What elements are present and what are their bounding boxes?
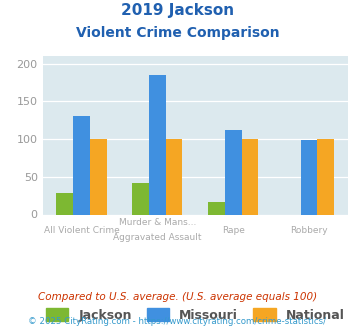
Bar [73, 116, 90, 214]
Text: 2019 Jackson: 2019 Jackson [121, 3, 234, 18]
Text: Murder & Mans...: Murder & Mans... [119, 218, 196, 227]
Text: Aggravated Assault: Aggravated Assault [113, 233, 202, 242]
Bar [132, 183, 149, 214]
Text: Rape: Rape [222, 226, 245, 235]
Bar [149, 75, 166, 214]
Bar [241, 139, 258, 214]
Bar [208, 202, 225, 214]
Text: Violent Crime Comparison: Violent Crime Comparison [76, 26, 279, 40]
Text: © 2025 CityRating.com - https://www.cityrating.com/crime-statistics/: © 2025 CityRating.com - https://www.city… [28, 317, 327, 326]
Legend: Jackson, Missouri, National: Jackson, Missouri, National [41, 303, 350, 327]
Bar [90, 139, 106, 214]
Bar [166, 139, 182, 214]
Bar [317, 139, 334, 214]
Text: All Violent Crime: All Violent Crime [44, 226, 119, 235]
Bar [301, 140, 317, 214]
Text: Compared to U.S. average. (U.S. average equals 100): Compared to U.S. average. (U.S. average … [38, 292, 317, 302]
Bar [225, 130, 241, 214]
Bar [56, 193, 73, 214]
Text: Robbery: Robbery [290, 226, 328, 235]
